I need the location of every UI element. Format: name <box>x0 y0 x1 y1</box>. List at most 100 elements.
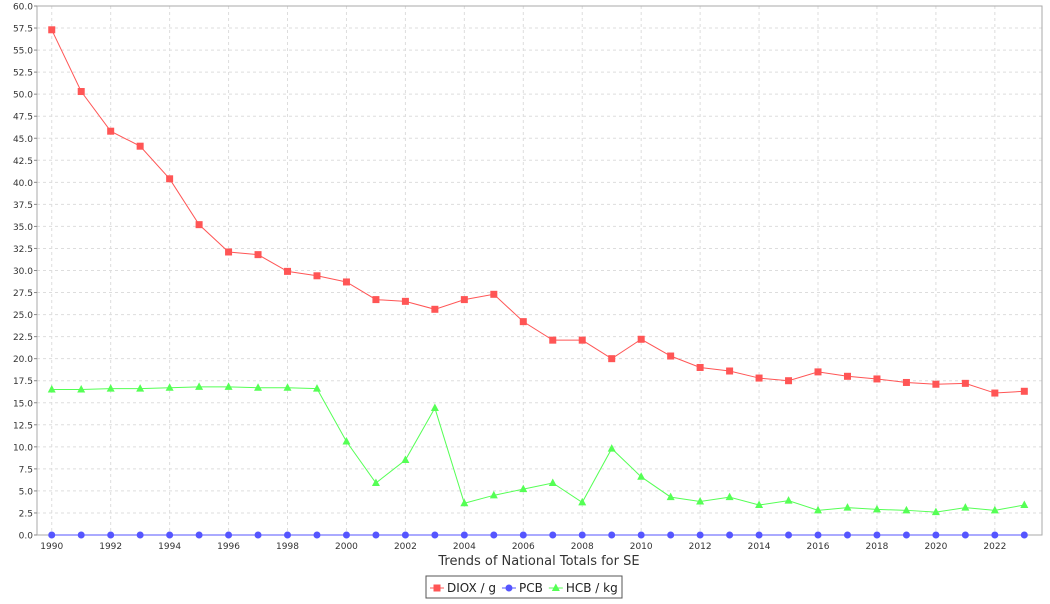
data-point <box>1020 500 1029 509</box>
x-axis-ticks: 1990 1992 1994 1996 1998 2000 2002 2004 2006 2008… <box>40 535 1006 552</box>
y-tick-label: 0.0 <box>19 532 34 542</box>
data-point <box>254 251 262 259</box>
data-point <box>785 531 793 539</box>
y-tick-label: 7.5 <box>19 465 33 475</box>
data-point <box>430 403 439 412</box>
y-tick-label: 15.0 <box>13 399 33 409</box>
data-point <box>991 531 999 539</box>
y-tick-label: 52.5 <box>13 69 33 79</box>
data-point <box>519 531 527 539</box>
data-point <box>843 531 851 539</box>
data-point <box>107 127 115 135</box>
x-tick-label: 1996 <box>217 542 240 552</box>
data-point <box>873 375 881 383</box>
x-tick-label: 2022 <box>983 542 1006 552</box>
data-point <box>548 478 557 486</box>
data-point <box>342 278 350 286</box>
data-point <box>931 507 940 516</box>
x-tick-label: 2014 <box>748 542 771 552</box>
data-point <box>254 531 262 539</box>
legend-box <box>425 575 623 599</box>
y-tick-label: 2.5 <box>19 509 33 519</box>
y-tick-label: 60.0 <box>13 3 33 13</box>
data-point <box>549 336 557 344</box>
data-point <box>578 336 586 344</box>
data-point <box>755 374 763 382</box>
y-axis-ticks: 0.0 2.5 5.0 7.5 10.0 12.5 15.0 17.5 20.0 22.5 25.0… <box>13 3 37 542</box>
data-point <box>107 531 115 539</box>
data-point <box>961 531 969 539</box>
x-tick-label: 1998 <box>276 542 299 552</box>
data-point <box>283 383 292 391</box>
data-point <box>902 531 910 539</box>
data-point <box>637 335 645 343</box>
legend-marker <box>551 583 560 591</box>
data-point <box>136 531 144 539</box>
x-axis-label: Trends of National Totals for SE <box>437 554 639 569</box>
y-tick-label: 22.5 <box>13 333 33 343</box>
y-tick-label: 32.5 <box>13 245 33 255</box>
y-tick-label: 37.5 <box>13 201 33 211</box>
data-point <box>47 385 56 393</box>
legend-marker <box>433 584 441 592</box>
data-point <box>77 385 86 393</box>
y-tick-label: 42.5 <box>13 157 33 167</box>
data-point <box>431 531 439 539</box>
data-point <box>490 290 498 298</box>
data-point <box>696 496 705 505</box>
data-point <box>696 363 704 371</box>
data-point <box>932 380 940 388</box>
data-point <box>195 531 203 539</box>
y-tick-label: 35.0 <box>13 223 33 233</box>
legend-label: DIOX / g <box>447 581 496 595</box>
data-point <box>313 272 321 280</box>
series-pcb <box>48 531 1028 539</box>
x-tick-label: 2008 <box>571 542 594 552</box>
data-point <box>932 531 940 539</box>
data-point <box>77 531 85 539</box>
data-point <box>165 383 174 391</box>
data-point <box>549 531 557 539</box>
data-point <box>313 531 321 539</box>
gridlines <box>37 6 1042 535</box>
x-tick-label: 2012 <box>689 542 712 552</box>
data-point <box>784 496 793 504</box>
legend-marker <box>505 584 513 592</box>
data-point <box>519 484 528 493</box>
data-point <box>372 531 380 539</box>
data-point <box>608 355 616 363</box>
data-point <box>195 221 203 229</box>
y-tick-label: 57.5 <box>13 25 33 35</box>
data-point <box>460 531 468 539</box>
data-point <box>667 352 675 360</box>
y-tick-label: 50.0 <box>13 91 33 101</box>
data-point <box>371 478 380 486</box>
y-tick-label: 5.0 <box>19 487 34 497</box>
data-point <box>1020 387 1028 395</box>
data-point <box>843 503 852 511</box>
data-point <box>843 372 851 380</box>
data-point <box>726 367 734 375</box>
data-point <box>460 498 469 507</box>
data-point <box>166 175 174 183</box>
y-tick-label: 12.5 <box>13 421 33 431</box>
data-point <box>401 531 409 539</box>
data-point <box>755 531 763 539</box>
data-point <box>225 531 233 539</box>
legend-label: PCB <box>519 581 543 595</box>
data-point <box>578 531 586 539</box>
data-point <box>725 492 734 501</box>
data-point <box>726 531 734 539</box>
series-hcb-kg <box>47 382 1029 516</box>
series-layer <box>47 26 1029 539</box>
x-tick-label: 1992 <box>99 542 122 552</box>
data-point <box>637 531 645 539</box>
data-point <box>578 497 587 506</box>
data-point <box>607 444 616 452</box>
x-tick-label: 2010 <box>630 542 653 552</box>
data-point <box>342 437 351 445</box>
data-point <box>77 88 85 96</box>
data-point <box>991 389 999 397</box>
data-point <box>225 248 233 256</box>
y-tick-label: 47.5 <box>13 113 33 123</box>
